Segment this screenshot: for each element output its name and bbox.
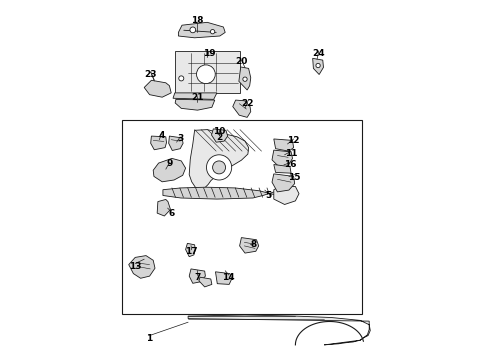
Text: 16: 16 [284, 161, 296, 170]
Text: 5: 5 [265, 191, 271, 199]
Text: 17: 17 [185, 248, 198, 256]
Text: 20: 20 [235, 58, 247, 67]
Circle shape [196, 65, 215, 84]
Text: 6: 6 [168, 209, 174, 217]
Bar [122, 120, 362, 314]
Polygon shape [144, 80, 171, 97]
Text: 12: 12 [287, 136, 300, 145]
Polygon shape [216, 272, 232, 284]
Text: 8: 8 [251, 240, 257, 249]
Polygon shape [313, 58, 323, 75]
Text: 4: 4 [158, 131, 165, 140]
Text: 11: 11 [285, 149, 297, 158]
Polygon shape [153, 158, 186, 182]
Polygon shape [212, 129, 228, 142]
Polygon shape [173, 93, 217, 99]
Text: 22: 22 [242, 99, 254, 108]
Text: 19: 19 [203, 49, 215, 58]
Polygon shape [274, 139, 294, 151]
Polygon shape [189, 130, 248, 190]
Text: 13: 13 [129, 262, 142, 271]
Circle shape [206, 155, 232, 180]
Text: 2: 2 [217, 133, 223, 142]
Polygon shape [274, 165, 291, 173]
Circle shape [243, 77, 247, 81]
Polygon shape [129, 256, 155, 278]
Polygon shape [272, 150, 293, 168]
Text: 1: 1 [147, 334, 153, 343]
Polygon shape [189, 269, 205, 283]
Polygon shape [274, 186, 299, 204]
Polygon shape [186, 243, 196, 257]
Text: 9: 9 [166, 159, 172, 168]
Text: 24: 24 [313, 49, 325, 58]
Text: 21: 21 [191, 94, 204, 103]
Polygon shape [151, 136, 167, 150]
Text: 7: 7 [195, 274, 201, 282]
Circle shape [213, 161, 225, 174]
Text: 14: 14 [222, 274, 235, 282]
Polygon shape [175, 99, 215, 110]
Circle shape [190, 27, 196, 33]
Text: 10: 10 [213, 127, 225, 136]
Circle shape [210, 30, 215, 34]
Polygon shape [199, 277, 212, 287]
Text: 15: 15 [289, 173, 301, 182]
Text: 23: 23 [145, 71, 157, 80]
Polygon shape [169, 136, 183, 150]
Text: 18: 18 [191, 17, 204, 26]
Text: 3: 3 [177, 134, 183, 143]
Circle shape [179, 76, 184, 81]
Polygon shape [240, 238, 259, 253]
Polygon shape [175, 51, 240, 93]
Polygon shape [163, 187, 277, 199]
Polygon shape [239, 67, 251, 90]
Polygon shape [157, 199, 171, 216]
Polygon shape [272, 174, 294, 192]
Polygon shape [233, 100, 251, 117]
Polygon shape [178, 22, 225, 38]
Polygon shape [188, 315, 370, 345]
Circle shape [316, 63, 320, 68]
